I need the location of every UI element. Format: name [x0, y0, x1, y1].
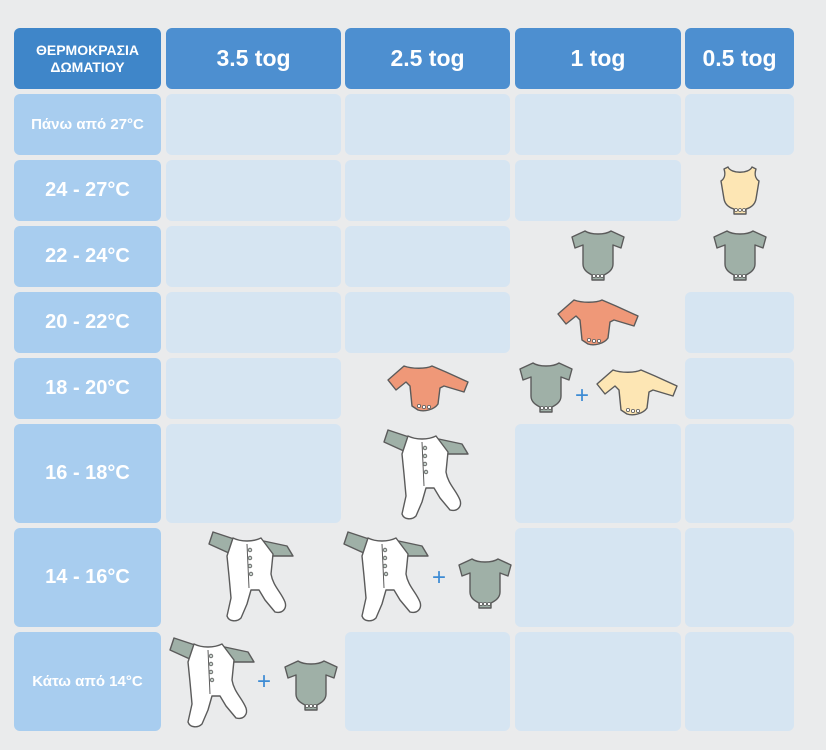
bodysuit-grey-icon — [284, 660, 338, 711]
sleepsuit-icon — [343, 531, 429, 622]
cell-empty — [166, 424, 341, 523]
bodysuit-grey-icon — [713, 230, 767, 281]
row-header-16-18: 16 - 18°C — [14, 424, 161, 523]
cell-empty — [166, 160, 341, 221]
column-header-3-5-tog: 3.5 tog — [166, 28, 341, 89]
cell-empty — [515, 424, 681, 523]
sleepsuit-icon — [208, 531, 294, 622]
row-header-22-24: 22 - 24°C — [14, 226, 161, 287]
cell-empty — [685, 632, 794, 731]
row-header-18-20: 18 - 20°C — [14, 358, 161, 419]
room-temperature-header: ΘΕΡΜΟΚΡΑΣΙΑ ΔΩΜΑΤΙΟΥ — [14, 28, 161, 89]
row-header-above-27: Πάνω από 27°C — [14, 94, 161, 155]
plus-sign: + — [432, 564, 446, 591]
cell-empty — [345, 94, 510, 155]
row-header-14-16: 14 - 16°C — [14, 528, 161, 627]
cell-empty — [345, 160, 510, 221]
bodysuit-grey-icon — [571, 230, 625, 281]
bodysuit-grey-icon — [519, 362, 573, 413]
cell-empty — [345, 226, 510, 287]
cell-empty — [166, 94, 341, 155]
row-header-24-27: 24 - 27°C — [14, 160, 161, 221]
row-header-20-22: 20 - 22°C — [14, 292, 161, 353]
corner-label-line2: ΔΩΜΑΤΙΟΥ — [50, 58, 125, 75]
cell-empty — [685, 424, 794, 523]
vest-yellow-icon — [720, 166, 760, 215]
cell-empty — [685, 358, 794, 419]
sleepsuit-icon — [169, 637, 255, 728]
longsleeve-yellow-icon — [596, 369, 678, 416]
cell-empty — [685, 528, 794, 627]
sleepsuit-icon — [383, 429, 469, 520]
column-header-1-tog: 1 tog — [515, 28, 681, 89]
bodysuit-grey-icon — [458, 558, 512, 609]
cell-empty — [345, 632, 510, 731]
cell-empty — [685, 94, 794, 155]
longsleeve-orange-icon — [387, 365, 469, 412]
cell-empty — [685, 292, 794, 353]
cell-empty — [166, 226, 341, 287]
cell-empty — [345, 292, 510, 353]
longsleeve-orange-icon — [557, 299, 639, 346]
plus-sign: + — [257, 668, 271, 695]
cell-empty — [515, 94, 681, 155]
column-header-2-5-tog: 2.5 tog — [345, 28, 510, 89]
column-header-0-5-tog: 0.5 tog — [685, 28, 794, 89]
cell-empty — [166, 292, 341, 353]
cell-empty — [515, 160, 681, 221]
plus-sign: + — [575, 382, 589, 409]
row-header-below-14: Κάτω από 14°C — [14, 632, 161, 731]
cell-empty — [166, 358, 341, 419]
cell-empty — [515, 632, 681, 731]
cell-empty — [515, 528, 681, 627]
corner-label-line1: ΘΕΡΜΟΚΡΑΣΙΑ — [35, 41, 140, 58]
